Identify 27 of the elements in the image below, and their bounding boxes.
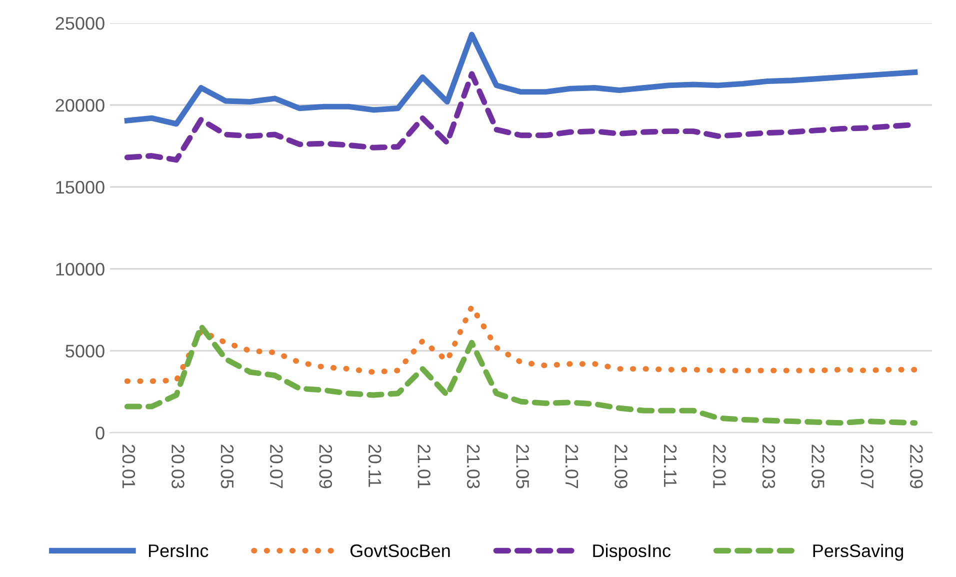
x-tick-label: 21.05 [516, 444, 529, 488]
legend-label: PersSaving [813, 544, 904, 561]
x-tick-label: 22.03 [762, 444, 776, 488]
x-tick-label: 20.11 [368, 444, 382, 487]
x-tick-label: 22.05 [812, 444, 824, 488]
x-tick-label: 21.01 [418, 444, 430, 488]
x-tick-label: 20.03 [172, 444, 184, 488]
x-tick-label: 21.09 [614, 444, 628, 488]
y-tick-label: 15000 [56, 180, 104, 194]
x-tick-label: 22.07 [860, 444, 874, 488]
legend-label: GovtSocBen [350, 544, 450, 558]
x-tick-label: 22.01 [713, 444, 726, 488]
x-tick-label: 21.03 [466, 444, 480, 488]
legend-label: PersInc [148, 544, 208, 558]
y-tick-label: 5000 [66, 344, 104, 358]
x-tick-label: 21.11 [664, 444, 677, 487]
y-tick-label: 25000 [56, 17, 104, 30]
x-tick-label: 20.01 [122, 444, 136, 488]
y-tick-label: 20000 [56, 98, 104, 112]
x-tick-label: 20.09 [319, 444, 332, 488]
legend-label: DisposInc [593, 544, 671, 561]
x-tick-label: 20.05 [220, 444, 234, 488]
y-tick-label: 10000 [56, 262, 104, 276]
x-tick-label: 21.07 [565, 444, 578, 488]
x-tick-label: 20.07 [270, 444, 283, 488]
x-tick-label: 22.09 [910, 444, 923, 488]
y-tick-label: 0 [96, 426, 104, 440]
